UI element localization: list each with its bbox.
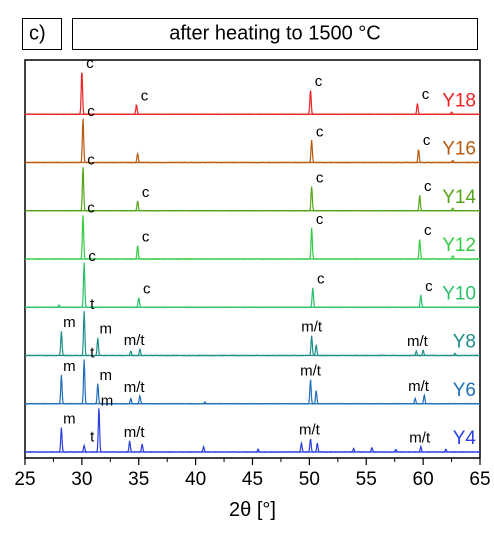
peak-annotation: c bbox=[87, 151, 95, 168]
peak-annotation: c bbox=[87, 103, 95, 120]
peak-annotation: m/t bbox=[299, 422, 321, 439]
series-label: Y6 bbox=[453, 380, 476, 401]
series-label: Y12 bbox=[442, 235, 476, 256]
series-line bbox=[24, 72, 481, 116]
series-line bbox=[24, 118, 481, 164]
peak-annotation: c bbox=[142, 184, 150, 201]
series-line bbox=[24, 311, 481, 357]
x-tick-label: 35 bbox=[128, 469, 149, 490]
peak-annotation: c bbox=[317, 270, 325, 287]
peak-annotation: m/t bbox=[409, 430, 431, 447]
peak-annotation: m bbox=[63, 358, 76, 375]
series-label: Y18 bbox=[442, 90, 476, 111]
panel-title-box: after heating to 1500 °C bbox=[72, 18, 478, 50]
panel-label: c) bbox=[29, 22, 46, 45]
series-label: Y8 bbox=[453, 332, 476, 353]
peak-annotation: c bbox=[424, 222, 432, 239]
series-label: Y14 bbox=[442, 187, 476, 208]
peak-annotation: c bbox=[424, 178, 432, 195]
peak-annotation: m bbox=[100, 367, 113, 384]
series-line bbox=[24, 408, 481, 454]
peak-annotation: m/t bbox=[407, 333, 429, 350]
x-tick-label: 30 bbox=[71, 469, 92, 490]
x-tick-label: 50 bbox=[299, 469, 320, 490]
peak-annotation: c bbox=[423, 132, 431, 149]
peak-annotation: c bbox=[316, 169, 324, 186]
peak-annotation: c bbox=[142, 229, 150, 246]
peak-annotation: m/t bbox=[301, 319, 323, 336]
peak-annotation: c bbox=[315, 73, 323, 90]
series-label: Y4 bbox=[453, 428, 477, 449]
peak-annotation: m/t bbox=[408, 378, 430, 395]
peak-annotation: c bbox=[425, 278, 433, 295]
x-tick-label: 40 bbox=[185, 469, 206, 490]
peak-annotation: c bbox=[88, 248, 96, 265]
x-tick-label: 25 bbox=[14, 469, 35, 490]
series-line bbox=[24, 262, 481, 309]
x-tick-label: 65 bbox=[469, 469, 490, 490]
x-tick-label: 45 bbox=[242, 469, 263, 490]
x-axis-label: 2θ [°] bbox=[229, 499, 276, 521]
panel-title: after heating to 1500 °C bbox=[169, 22, 381, 45]
peak-annotation: m/t bbox=[124, 332, 146, 349]
peak-annotation: c bbox=[87, 200, 95, 217]
panel-label-box: c) bbox=[22, 18, 62, 50]
peak-annotation: t bbox=[90, 344, 95, 361]
peak-annotation: c bbox=[316, 211, 324, 228]
peak-annotation: m bbox=[101, 393, 114, 410]
series-label: Y10 bbox=[442, 283, 476, 304]
peak-annotation: t bbox=[90, 428, 95, 445]
peak-annotation: c bbox=[86, 55, 94, 72]
peak-annotation: m/t bbox=[124, 379, 146, 396]
series-line bbox=[24, 167, 481, 212]
x-tick-label: 60 bbox=[413, 469, 434, 490]
peak-annotation: c bbox=[422, 86, 430, 103]
peak-annotation: m/t bbox=[300, 362, 322, 379]
x-tick-label: 55 bbox=[356, 469, 377, 490]
peak-annotation: c bbox=[143, 280, 151, 297]
peak-annotation: c bbox=[316, 123, 324, 140]
peak-annotation: m bbox=[63, 411, 76, 428]
peak-annotation: c bbox=[141, 87, 149, 104]
series-label: Y16 bbox=[442, 139, 476, 160]
peak-annotation: m bbox=[63, 314, 76, 331]
series-line bbox=[24, 359, 481, 405]
peak-annotation: m bbox=[100, 321, 113, 338]
peak-annotation: m/t bbox=[124, 424, 146, 441]
series-line bbox=[24, 215, 481, 261]
peak-annotation: t bbox=[90, 296, 95, 313]
